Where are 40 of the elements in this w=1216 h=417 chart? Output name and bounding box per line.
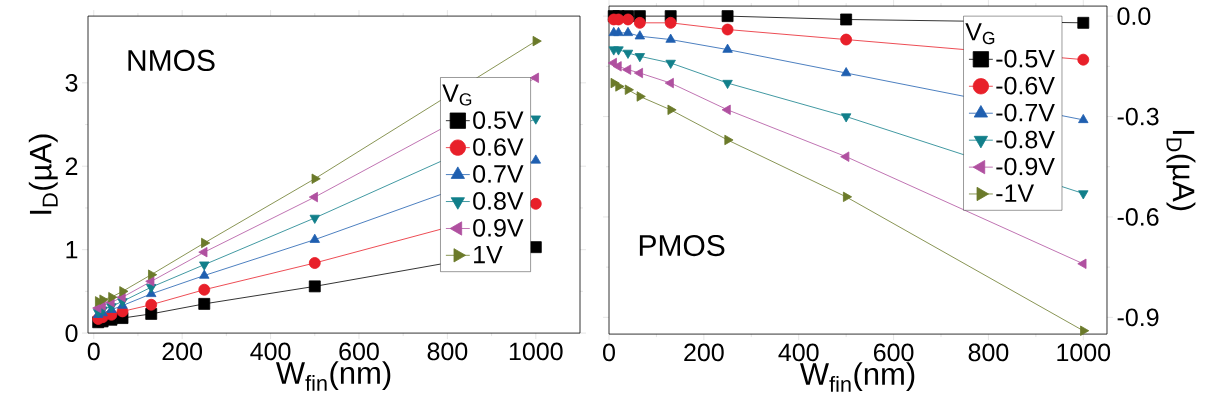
x-tick-label: 200 xyxy=(684,343,724,362)
legend-label: -0.9V xyxy=(996,157,1055,176)
x-tick-label: 800 xyxy=(968,343,1009,362)
annotation: PMOS xyxy=(639,234,725,257)
legend-label: 0.9V xyxy=(473,218,524,237)
x-tick-label: 1000 xyxy=(509,342,563,361)
x-tick-label: 0 xyxy=(603,343,615,362)
legend-label: 0.7V xyxy=(473,165,524,183)
annotation: NMOS xyxy=(128,49,215,72)
y2-tick-label: -0.3 xyxy=(1117,107,1159,126)
x-axis-title: W$_{fin}$(nm) xyxy=(275,361,391,391)
legend-label: -0.8V xyxy=(996,130,1055,149)
legend-label: 0.8V xyxy=(473,192,524,210)
y-tick-label: 1 xyxy=(66,241,78,259)
legend-label: -0.6V xyxy=(996,76,1055,95)
y2-tick-label: 0.0 xyxy=(1117,7,1151,25)
x-tick-label: 600 xyxy=(873,343,914,362)
y2-tick-label: -0.9 xyxy=(1117,308,1159,327)
y2-axis-title: I$_{D}$(µA) xyxy=(1166,130,1196,211)
legend-label: 0.6V xyxy=(473,138,524,156)
x-axis-title: W$_{fin}$(nm) xyxy=(799,362,915,392)
x-tick-label: 200 xyxy=(162,342,203,361)
legend-label: -0.7V xyxy=(996,103,1055,122)
legend-label: 0.5V xyxy=(473,111,524,129)
x-tick-label: 400 xyxy=(250,342,291,361)
x-tick-label: 800 xyxy=(427,342,468,361)
legend-label: -0.5V xyxy=(996,49,1055,68)
legend-title: V$_{G}$ xyxy=(442,84,472,106)
y-tick-label: 0 xyxy=(65,324,78,342)
y2-tick-label: -0.6 xyxy=(1117,208,1159,226)
y-axis-title: I$_{D}$(µA) xyxy=(28,134,58,214)
legend-title: V$_{G}$ xyxy=(965,23,995,45)
x-tick-label: 0 xyxy=(87,342,100,361)
x-tick-label: 600 xyxy=(339,342,379,361)
legend-label: 1V xyxy=(474,245,503,264)
x-tick-label: 400 xyxy=(778,343,819,362)
y-tick-label: 3 xyxy=(65,73,78,92)
y-tick-label: 2 xyxy=(65,157,78,175)
legend-label: -1V xyxy=(996,184,1035,202)
x-tick-label: 1000 xyxy=(1057,343,1111,362)
